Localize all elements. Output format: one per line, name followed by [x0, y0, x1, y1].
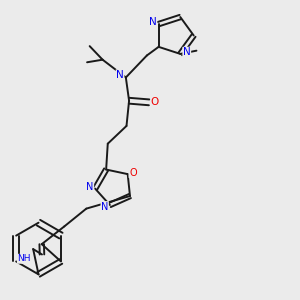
- Text: O: O: [129, 167, 137, 178]
- Text: O: O: [151, 97, 159, 107]
- Text: N: N: [101, 202, 108, 212]
- Text: N: N: [116, 70, 124, 80]
- Text: N: N: [149, 17, 157, 28]
- Text: N: N: [183, 47, 190, 57]
- Text: N: N: [86, 182, 94, 192]
- Text: NH: NH: [17, 254, 31, 263]
